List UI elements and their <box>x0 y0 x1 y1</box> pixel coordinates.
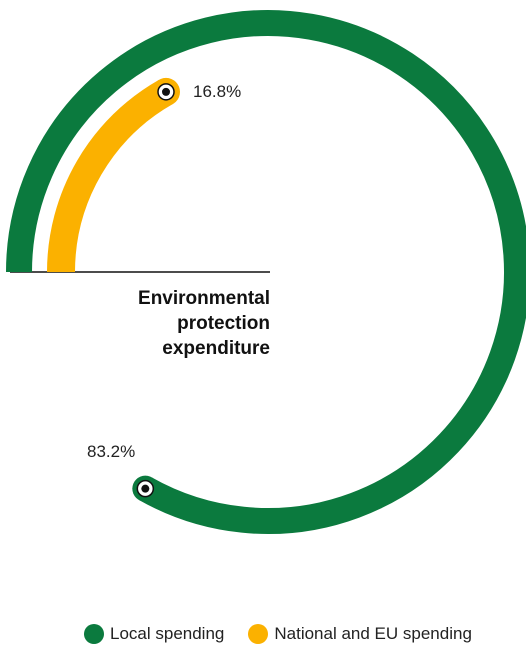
legend-label-local: Local spending <box>110 624 225 643</box>
end-marker-dot-national-eu <box>162 87 171 96</box>
arc-local <box>6 10 526 534</box>
chart-title-line-1: Environmental <box>138 288 270 309</box>
chart-title-line-2: protection <box>177 313 270 334</box>
chart-title-line-3: expenditure <box>162 338 270 359</box>
end-marker-dot-local <box>141 484 150 493</box>
legend-swatch-local <box>84 624 104 644</box>
value-label-national-eu: 16.8% <box>193 82 241 101</box>
legend-item-local: Local spending <box>84 624 224 644</box>
legend-item-national-eu: National and EU spending <box>248 624 472 644</box>
value-label-local: 83.2% <box>87 442 135 461</box>
legend: Local spending National and EU spending <box>84 624 472 644</box>
legend-swatch-national-eu <box>248 624 269 644</box>
arc-national-eu <box>47 79 174 273</box>
legend-label-national-eu: National and EU spending <box>274 624 472 643</box>
